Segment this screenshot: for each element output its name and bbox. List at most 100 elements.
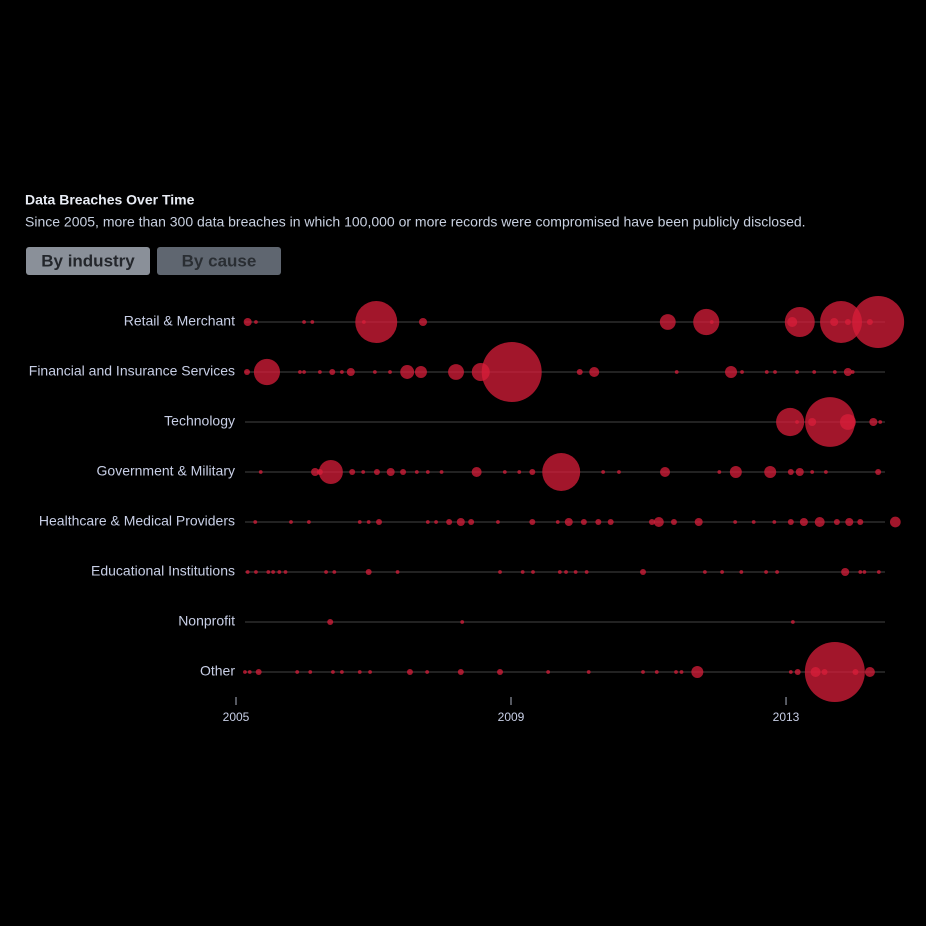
bubble	[357, 670, 362, 674]
bubble	[795, 420, 799, 424]
bubble	[318, 460, 343, 484]
bubble	[788, 670, 793, 674]
bubble	[517, 470, 522, 474]
bubble	[329, 369, 336, 375]
bubble	[425, 520, 430, 524]
bubble	[805, 397, 855, 447]
bubble	[271, 570, 276, 574]
bubble	[858, 570, 863, 574]
row-label: Nonprofit	[178, 613, 235, 629]
bubble	[339, 370, 344, 374]
bubble	[425, 670, 430, 674]
bubble	[346, 367, 355, 377]
row-label: Financial and Insurance Services	[29, 363, 235, 379]
row-label: Technology	[164, 413, 235, 429]
bubble	[395, 570, 400, 574]
bubble	[739, 570, 744, 574]
bubble	[368, 670, 372, 674]
bubble	[691, 666, 704, 678]
bubble	[674, 370, 679, 374]
bubble	[317, 370, 322, 374]
bubble	[862, 570, 867, 574]
bubble	[324, 570, 328, 574]
chart-subtitle: Since 2005, more than 300 data breaches …	[25, 214, 806, 230]
bubble	[869, 417, 878, 427]
bubble	[529, 469, 536, 475]
bubble	[283, 570, 288, 574]
bubble	[720, 570, 724, 574]
bubble	[857, 519, 864, 525]
bubble	[372, 370, 377, 374]
bubble	[764, 570, 768, 574]
bubble	[302, 320, 306, 324]
bubble	[852, 296, 905, 348]
bubble	[772, 520, 777, 524]
bubble	[258, 470, 263, 474]
bubble	[468, 519, 475, 525]
bubble	[388, 370, 392, 374]
bubble	[810, 470, 815, 474]
bubble	[244, 369, 251, 375]
bubble	[373, 469, 380, 475]
bubble	[584, 570, 589, 574]
bubble	[277, 570, 282, 574]
bubble	[670, 519, 677, 525]
button-bg[interactable]	[26, 247, 150, 275]
bubble	[310, 320, 315, 324]
bubble	[751, 520, 756, 524]
bubble	[659, 466, 671, 478]
bubble	[844, 319, 851, 325]
bubble	[481, 342, 542, 402]
bubble	[653, 516, 664, 528]
button-by-industry[interactable]: By industry	[26, 247, 150, 275]
bubble	[418, 317, 428, 327]
row-label: Government & Military	[97, 463, 235, 479]
bubble	[502, 470, 507, 474]
bubble	[764, 370, 769, 374]
bubble	[365, 569, 372, 575]
bubble	[586, 670, 591, 674]
bubble	[679, 670, 684, 674]
bubble	[366, 520, 371, 524]
button-label[interactable]: By cause	[182, 251, 257, 270]
row-label: Retail & Merchant	[124, 313, 235, 329]
bubble	[839, 414, 856, 430]
bubble	[773, 370, 777, 374]
button-bg[interactable]	[157, 247, 281, 275]
bubble	[376, 519, 383, 525]
bubble	[349, 469, 356, 475]
button-label[interactable]: By industry	[41, 251, 135, 270]
bubble	[414, 470, 419, 474]
bubble	[331, 670, 335, 674]
bubble	[694, 517, 703, 527]
bubble	[400, 365, 415, 379]
bubble	[457, 669, 464, 675]
bubble	[654, 670, 659, 674]
bubble	[725, 366, 738, 378]
bubble	[641, 670, 645, 674]
x-tick-label: 2005	[223, 710, 250, 724]
bubble	[875, 469, 882, 475]
bubble	[573, 570, 578, 574]
bubble	[302, 370, 306, 374]
bubble	[253, 520, 258, 524]
button-by-cause[interactable]: By cause	[157, 247, 281, 275]
bubble	[601, 470, 606, 474]
bubble	[889, 516, 901, 528]
bubble	[439, 470, 444, 474]
bubble	[804, 642, 865, 702]
bubble	[693, 308, 720, 336]
bubble	[498, 570, 502, 574]
bubble	[740, 370, 744, 374]
bubble	[702, 570, 707, 574]
bubble	[845, 517, 854, 527]
bubble	[355, 301, 398, 343]
bubble	[841, 567, 850, 577]
bubble	[784, 307, 815, 337]
chart-title: Data Breaches Over Time	[25, 192, 195, 208]
bubble	[529, 519, 536, 525]
bubble	[306, 520, 311, 524]
row-label: Educational Institutions	[91, 563, 235, 579]
bubble	[820, 301, 863, 343]
